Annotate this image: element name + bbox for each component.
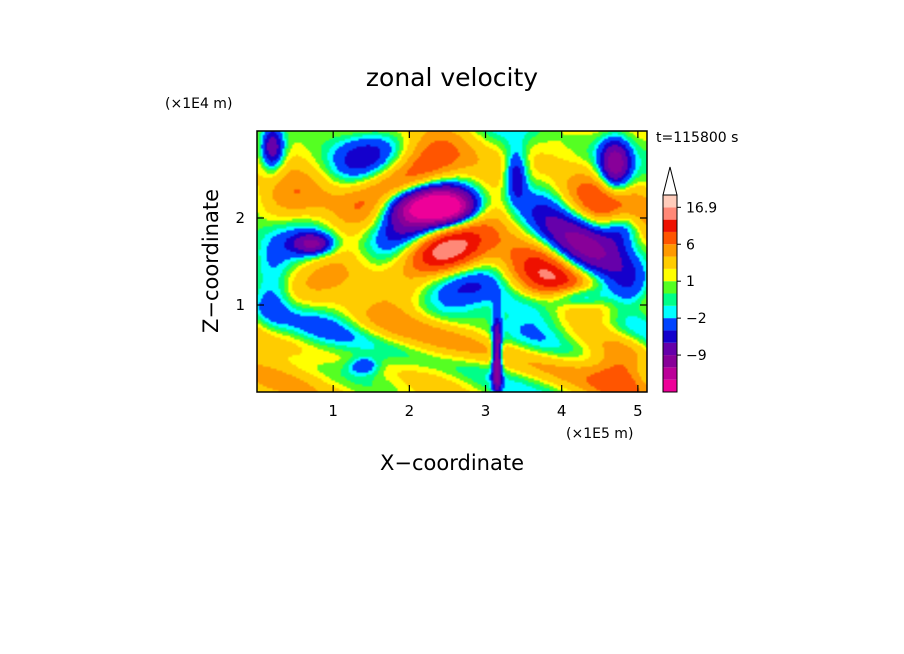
x-tick-label: 3 — [481, 402, 491, 420]
colorbar-label: −2 — [686, 311, 707, 327]
colorbar-band — [663, 268, 677, 282]
colorbar: −9 −2 1 6 16.9 — [662, 166, 717, 393]
colorbar-extend-arrow — [662, 166, 678, 196]
colorbar-label: −9 — [686, 348, 707, 364]
x-tick-label: 5 — [633, 402, 643, 420]
x-unit-label: (×1E5 m) — [566, 426, 633, 442]
colorbar-band — [663, 305, 677, 319]
y-axis: 12 — [235, 209, 647, 314]
x-tick-label: 1 — [328, 402, 338, 420]
colorbar-label: 6 — [686, 237, 695, 253]
colorbar-band — [663, 219, 677, 232]
plot-frame — [256, 130, 648, 393]
colorbar-band — [663, 367, 677, 380]
colorbar-band — [663, 342, 677, 356]
contour-field-image — [257, 131, 647, 392]
y-axis-title: Z−coordinate — [199, 189, 223, 333]
colorbar-band — [663, 195, 677, 208]
y-unit-label: (×1E4 m) — [165, 96, 232, 112]
contour-field — [257, 131, 647, 392]
x-axis-title: X−coordinate — [380, 451, 524, 475]
x-tick-label: 2 — [405, 402, 415, 420]
time-label: t=115800 s — [656, 130, 738, 146]
colorbar-band — [663, 231, 677, 245]
colorbar-band — [663, 293, 677, 306]
colorbar-band — [663, 330, 677, 343]
colorbar-label: 16.9 — [686, 200, 717, 216]
colorbar-band — [663, 244, 677, 257]
chart-title: zonal velocity — [366, 63, 538, 92]
colorbar-band — [663, 355, 677, 368]
x-axis: 1 2 3 4 5 — [328, 131, 643, 420]
colorbar-band — [663, 256, 677, 269]
y-tick-label: 1 — [235, 296, 245, 314]
colorbar-label: 1 — [686, 274, 695, 290]
y-tick-label: 2 — [235, 209, 245, 227]
colorbar-band — [663, 379, 677, 392]
colorbar-band — [663, 318, 677, 331]
colorbar-band — [663, 207, 677, 220]
x-tick-label: 4 — [557, 402, 567, 420]
colorbar-band — [663, 281, 677, 294]
